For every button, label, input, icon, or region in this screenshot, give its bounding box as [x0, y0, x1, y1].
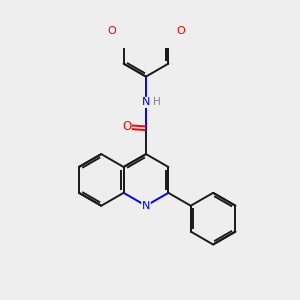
Text: O: O — [107, 26, 116, 36]
Text: O: O — [176, 26, 185, 36]
Text: N: N — [142, 98, 150, 107]
Text: H: H — [153, 98, 161, 107]
Text: O: O — [122, 121, 131, 134]
Text: N: N — [142, 201, 150, 211]
